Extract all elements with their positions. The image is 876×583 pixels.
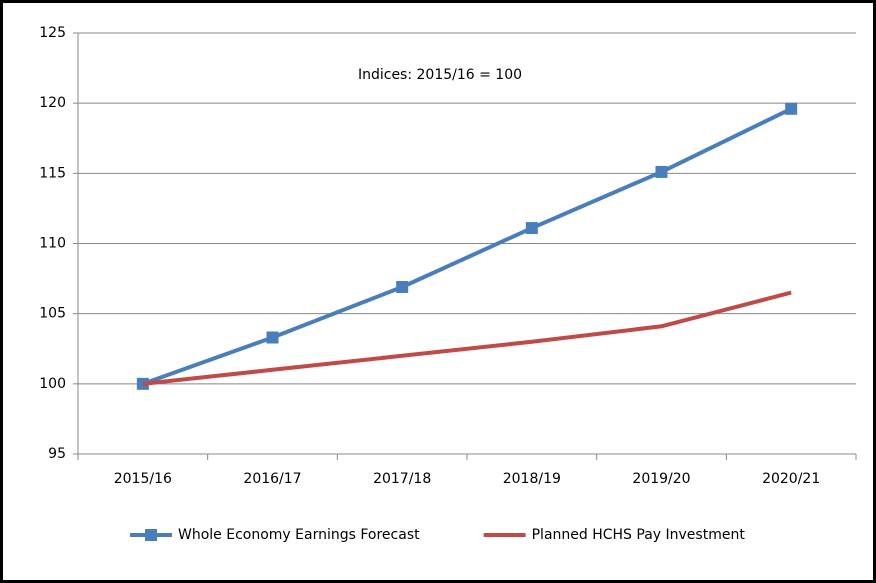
x-tick-label: 2017/18 xyxy=(373,471,431,487)
series-line xyxy=(142,106,793,386)
legend-marker xyxy=(145,529,157,541)
y-tick-label: 115 xyxy=(39,165,66,181)
marker xyxy=(785,102,798,115)
marker xyxy=(266,331,279,344)
x-tick-label: 2016/17 xyxy=(243,471,301,487)
y-tick-label: 125 xyxy=(39,25,66,41)
legend-label: Whole Economy Earnings Forecast xyxy=(178,527,420,543)
y-tick-label: 105 xyxy=(39,306,66,322)
y-tick-label: 120 xyxy=(39,95,66,111)
marker xyxy=(525,222,538,235)
y-tick-label: 110 xyxy=(39,236,66,252)
x-tick-label: 2019/20 xyxy=(632,471,690,487)
x-tick-label: 2018/19 xyxy=(503,471,561,487)
y-tick-label: 100 xyxy=(39,376,66,392)
marker xyxy=(396,281,409,294)
annotation: Indices: 2015/16 = 100 xyxy=(358,67,522,83)
marker xyxy=(655,165,668,178)
y-tick-label: 95 xyxy=(48,446,66,462)
x-tick-label: 2020/21 xyxy=(762,471,820,487)
legend-label: Planned HCHS Pay Investment xyxy=(532,527,746,543)
x-tick-label: 2015/16 xyxy=(114,471,172,487)
series-line xyxy=(142,290,792,386)
